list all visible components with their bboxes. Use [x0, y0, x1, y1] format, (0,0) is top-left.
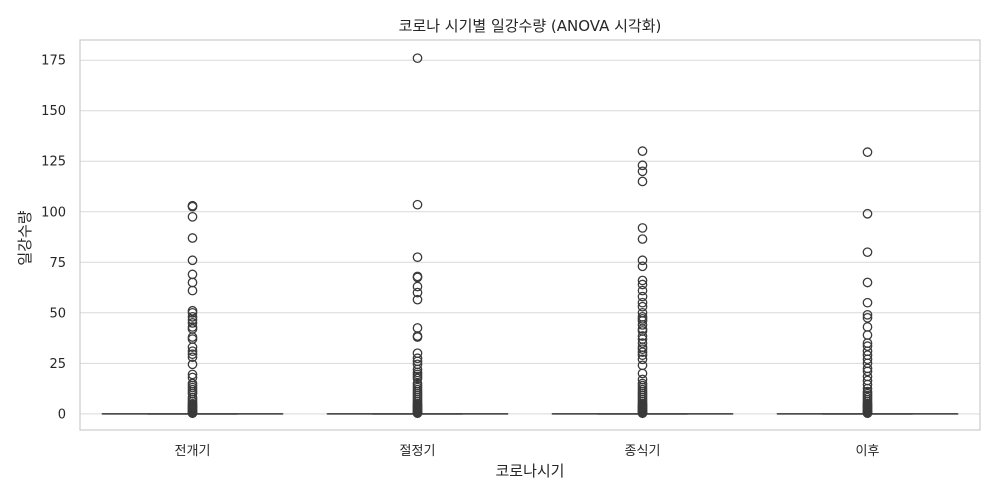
outlier-point: [862, 354, 873, 365]
outlier-point: [637, 360, 648, 371]
outlier-point: [187, 285, 198, 296]
y-tick-label: 125: [41, 155, 66, 170]
outlier-point: [187, 277, 198, 288]
x-tick-label: 종식기: [625, 444, 661, 459]
outlier-point: [862, 322, 873, 332]
outlier-point: [637, 320, 648, 330]
y-tick-label: 175: [41, 54, 66, 69]
outlier-point: [187, 359, 198, 370]
outlier-point: [637, 301, 648, 312]
grid-layer: [80, 59, 980, 415]
x-tick-label: 절정기: [400, 444, 436, 459]
outlier-point: [187, 269, 198, 280]
outlier-point: [412, 272, 423, 283]
outlier-point: [412, 199, 423, 210]
outlier-point: [187, 346, 198, 357]
outlier-point: [412, 281, 423, 292]
outlier-point: [412, 294, 423, 305]
x-tick-label: 이후: [856, 444, 880, 459]
outlier-point: [862, 379, 873, 390]
outlier-point: [862, 330, 873, 340]
outlier-point: [637, 255, 648, 266]
outlier-point: [187, 408, 198, 419]
outlier-point: [412, 364, 423, 375]
outlier-point: [187, 201, 198, 212]
outlier-point: [637, 160, 648, 171]
outlier-point: [862, 383, 873, 394]
outlier-point: [412, 408, 423, 419]
outlier-point: [637, 331, 648, 341]
y-tick-label: 75: [49, 256, 66, 271]
outlier-point: [412, 353, 423, 364]
y-axis-label: 일강수량: [16, 210, 34, 265]
outlier-point: [187, 369, 198, 380]
y-tick-label: 150: [41, 104, 66, 119]
outlier-point: [412, 287, 423, 298]
outlier-point: [187, 318, 198, 328]
outlier-point: [862, 309, 873, 320]
outlier-point: [637, 350, 648, 361]
outlier-point: [862, 408, 873, 419]
outlier-point: [637, 297, 648, 308]
outlier-point: [862, 147, 873, 158]
y-tick-labels: 0 25 50 75 100 125 150 175: [41, 54, 66, 423]
outlier-point: [637, 166, 648, 177]
outlier-point: [637, 344, 648, 355]
outlier-point: [637, 338, 648, 348]
outlier-point: [187, 255, 198, 266]
outlier-point: [637, 354, 648, 365]
box-group: [326, 53, 509, 419]
outlier-point: [637, 176, 648, 187]
outlier-point: [862, 341, 873, 351]
y-tick-label: 50: [49, 306, 66, 321]
outlier-point: [187, 315, 198, 325]
outlier-point: [862, 277, 873, 288]
outlier-point: [637, 291, 648, 302]
outlier-point: [637, 347, 648, 358]
outlier-point: [412, 252, 423, 263]
plot-frame: [79, 39, 981, 431]
box-group: [551, 146, 734, 419]
y-tick-label: 0: [58, 407, 66, 422]
outlier-point: [412, 323, 423, 333]
x-axis-label: 코로나시기: [495, 462, 564, 480]
chart-title: 코로나 시기별 일강수량 (ANOVA 시각화): [399, 17, 662, 35]
y-tick-label: 100: [41, 205, 66, 220]
outlier-point: [637, 234, 648, 244]
outlier-point: [187, 311, 198, 322]
outlier-point: [187, 211, 198, 222]
outlier-point: [862, 297, 873, 308]
y-tick-label: 25: [49, 357, 66, 372]
outlier-point: [187, 307, 198, 318]
outlier-point: [637, 261, 648, 272]
outlier-point: [412, 373, 423, 384]
outlier-point: [862, 247, 873, 258]
outlier-point: [637, 223, 648, 233]
box-layer: [101, 53, 959, 419]
outlier-point: [637, 279, 648, 290]
x-tick-label: 전개기: [175, 444, 211, 459]
box-group: [776, 147, 959, 419]
outlier-point: [637, 408, 648, 419]
outlier-point: [187, 349, 198, 360]
outlier-point: [637, 285, 648, 296]
outlier-point: [637, 146, 648, 156]
outlier-point: [187, 352, 198, 363]
outlier-point: [637, 368, 648, 379]
outlier-point: [412, 332, 423, 342]
outlier-point: [187, 233, 198, 243]
box-group: [101, 200, 284, 419]
outlier-point: [862, 366, 873, 377]
outlier-point: [637, 275, 648, 286]
outlier-point: [187, 342, 198, 353]
outlier-point: [412, 53, 423, 64]
x-tick-labels: 전개기 절정기 종식기 이후: [175, 444, 880, 459]
outlier-point: [862, 312, 873, 323]
outlier-point: [862, 208, 873, 219]
